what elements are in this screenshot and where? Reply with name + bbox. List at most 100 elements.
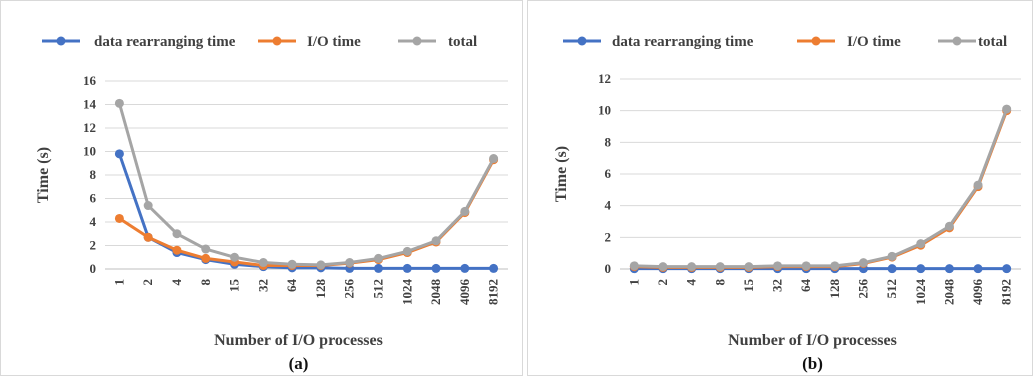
- data-point: [1002, 104, 1012, 114]
- x-tick-label: 256: [855, 279, 870, 299]
- legend-swatch-marker: [272, 36, 282, 46]
- panel-b-frame: [527, 0, 1033, 376]
- data-point: [1002, 264, 1012, 274]
- x-tick-label: 1: [626, 279, 641, 286]
- x-axis-title: Number of I/O processes: [728, 332, 897, 349]
- legend-swatch-marker: [952, 36, 962, 46]
- data-point: [916, 264, 926, 274]
- legend-swatch-marker: [56, 36, 66, 46]
- data-point: [887, 251, 897, 261]
- data-point: [944, 264, 954, 274]
- data-point: [258, 258, 268, 268]
- data-point: [230, 252, 240, 262]
- data-point: [715, 262, 725, 272]
- legend-label: I/O time: [847, 34, 901, 50]
- y-tick-label: 12: [83, 120, 96, 135]
- panel-caption: (a): [289, 354, 309, 373]
- y-tick-label: 2: [90, 238, 97, 253]
- x-tick-label: 2: [655, 279, 670, 286]
- legend-label: total: [978, 34, 1007, 50]
- legend-swatch-marker: [577, 36, 587, 46]
- data-point: [287, 259, 297, 269]
- data-point: [744, 262, 754, 272]
- data-point: [114, 149, 124, 159]
- y-tick-label: 6: [605, 166, 612, 181]
- x-tick-label: 4: [169, 279, 184, 286]
- y-tick-label: 14: [83, 97, 97, 112]
- x-tick-label: 32: [770, 279, 785, 292]
- data-point: [316, 260, 326, 270]
- y-tick-label: 6: [90, 191, 97, 206]
- x-tick-label: 1024: [913, 279, 928, 306]
- panel-a-frame: [0, 0, 523, 376]
- data-point: [773, 261, 783, 271]
- x-tick-label: 2: [140, 279, 155, 286]
- x-tick-label: 15: [741, 279, 756, 293]
- legend-label: data rearranging time: [612, 34, 754, 50]
- data-point: [489, 263, 499, 273]
- y-tick-label: 10: [598, 103, 611, 118]
- data-point: [402, 263, 412, 273]
- data-point: [916, 239, 926, 249]
- data-point: [431, 263, 441, 273]
- x-tick-label: 1: [111, 279, 126, 286]
- panel-caption: (b): [802, 354, 823, 373]
- series-line: [634, 108, 1009, 269]
- data-point: [460, 263, 470, 273]
- legend-label: I/O time: [307, 34, 361, 50]
- x-tick-label: 8192: [999, 279, 1014, 305]
- series-line: [117, 153, 494, 270]
- x-tick-label: 1024: [399, 279, 414, 306]
- y-tick-label: 0: [90, 261, 97, 276]
- data-point: [114, 98, 124, 108]
- x-tick-label: 64: [284, 279, 299, 293]
- x-tick-label: 512: [370, 279, 385, 299]
- data-point: [460, 206, 470, 216]
- x-tick-label: 2048: [941, 279, 956, 306]
- data-point: [973, 180, 983, 190]
- legend-label: total: [448, 34, 477, 50]
- data-point: [858, 258, 868, 268]
- data-point: [201, 253, 211, 263]
- y-axis-title: Time (s): [35, 147, 52, 203]
- data-point: [143, 201, 153, 211]
- x-tick-label: 15: [227, 279, 242, 293]
- y-tick-label: 4: [605, 198, 612, 213]
- data-point: [431, 236, 441, 246]
- x-tick-label: 512: [884, 279, 899, 299]
- y-tick-label: 16: [83, 73, 97, 88]
- legend-swatch-marker: [811, 36, 821, 46]
- x-tick-label: 8: [198, 279, 213, 286]
- x-tick-label: 4096: [457, 279, 472, 306]
- x-axis-title: Number of I/O processes: [214, 332, 383, 349]
- y-tick-label: 8: [90, 167, 97, 182]
- x-tick-label: 64: [798, 279, 813, 293]
- data-point: [801, 261, 811, 271]
- data-point: [114, 213, 124, 223]
- y-tick-label: 4: [90, 214, 97, 229]
- x-tick-label: 256: [342, 279, 357, 299]
- x-tick-label: 4096: [970, 279, 985, 306]
- x-tick-label: 32: [255, 279, 270, 292]
- data-point: [687, 262, 697, 272]
- data-point: [402, 246, 412, 256]
- y-tick-label: 12: [598, 71, 611, 86]
- data-point: [345, 258, 355, 268]
- data-point: [973, 264, 983, 274]
- data-point: [489, 154, 499, 164]
- y-tick-label: 8: [605, 134, 612, 149]
- y-axis-title: Time (s): [553, 146, 570, 202]
- data-point: [830, 261, 840, 271]
- x-tick-label: 8192: [486, 279, 501, 305]
- legend-label: data rearranging time: [94, 34, 236, 50]
- data-point: [172, 245, 182, 255]
- data-point: [373, 253, 383, 263]
- data-point: [143, 232, 153, 242]
- data-point: [201, 244, 211, 254]
- x-tick-label: 8: [712, 279, 727, 286]
- data-point: [944, 221, 954, 231]
- x-tick-label: 2048: [428, 279, 443, 306]
